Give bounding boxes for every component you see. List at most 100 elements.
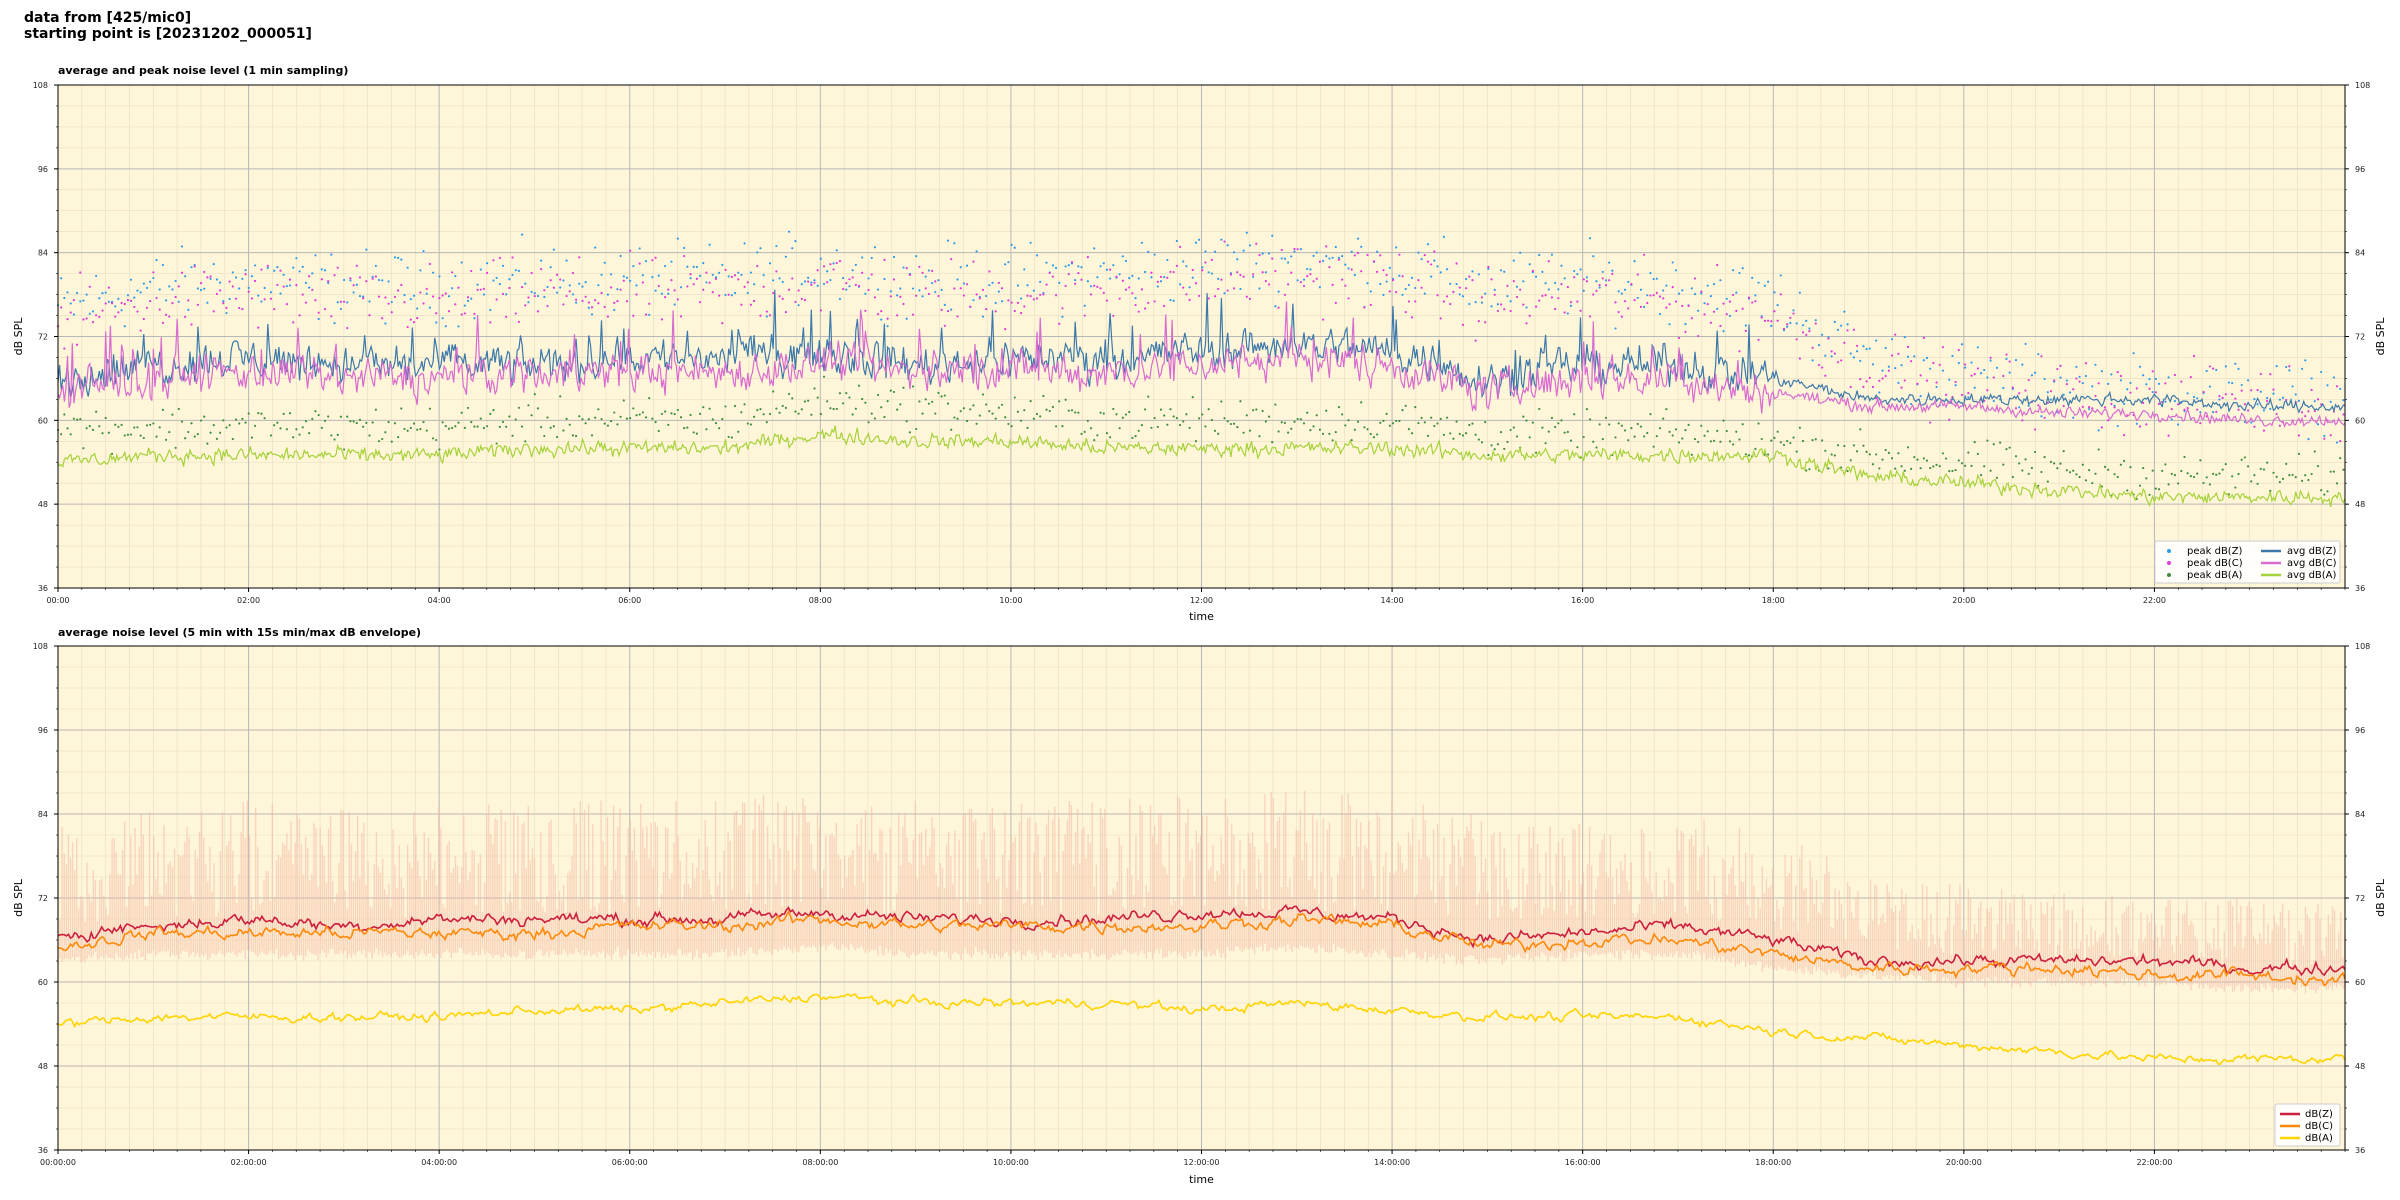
peak-point — [1242, 275, 1245, 278]
peak-point — [575, 298, 578, 301]
peak-point — [2062, 393, 2065, 396]
peak-point — [174, 279, 177, 283]
peak-point — [1608, 261, 1611, 264]
peak-point — [1741, 423, 1744, 426]
peak-point — [965, 419, 969, 423]
peak-point — [1023, 409, 1026, 412]
peak-point — [1315, 277, 1318, 280]
peak-point — [1814, 438, 1817, 441]
peak-point — [1016, 410, 1020, 413]
peak-point — [2192, 395, 2196, 399]
peak-point — [1236, 258, 1239, 261]
peak-point — [2037, 353, 2040, 356]
peak-point — [740, 411, 743, 414]
peak-point — [1312, 425, 1315, 428]
peak-point — [238, 306, 241, 310]
peak-point — [374, 275, 377, 278]
peak-point — [835, 407, 838, 411]
peak-point — [203, 270, 206, 274]
peak-point — [1191, 276, 1194, 279]
peak-point — [765, 421, 768, 424]
peak-point — [1290, 255, 1293, 258]
peak-point — [1328, 257, 1331, 260]
peak-point — [1360, 401, 1363, 404]
peak-point — [565, 294, 568, 298]
peak-point — [2138, 365, 2142, 368]
y-tick-label: 108 — [33, 81, 48, 90]
peak-point — [1646, 301, 1649, 305]
peak-point — [1045, 283, 1048, 286]
peak-point — [950, 308, 953, 311]
peak-point — [673, 303, 676, 306]
peak-point — [1582, 289, 1585, 292]
peak-point — [1652, 445, 1655, 448]
peak-point — [1770, 439, 1773, 442]
peak-point — [1528, 314, 1531, 317]
peak-point — [2078, 380, 2081, 383]
peak-point — [451, 271, 454, 274]
peak-point — [867, 277, 870, 280]
x-tick-label: 18:00:00 — [1755, 1158, 1791, 1167]
peak-point — [79, 271, 82, 274]
peak-point — [2199, 422, 2202, 425]
peak-point — [2138, 484, 2142, 487]
peak-point — [921, 412, 924, 415]
peak-point — [1910, 402, 1913, 406]
peak-point — [1830, 453, 1833, 456]
peak-point — [2272, 388, 2275, 391]
peak-point — [1147, 250, 1150, 253]
peak-point — [447, 295, 451, 298]
peak-point — [79, 417, 82, 421]
peak-point — [1070, 409, 1074, 412]
peak-point — [1655, 435, 1658, 438]
peak-point — [412, 294, 416, 297]
peak-point — [1865, 450, 1868, 453]
peak-point — [390, 300, 393, 304]
peak-point — [155, 296, 158, 300]
peak-point — [1461, 295, 1465, 298]
peak-point — [1808, 330, 1811, 333]
peak-point — [336, 433, 339, 436]
peak-point — [943, 394, 946, 397]
peak-point — [927, 269, 931, 272]
peak-point — [2027, 404, 2030, 407]
peak-point — [2211, 410, 2215, 414]
peak-point — [562, 429, 565, 432]
peak-point — [651, 276, 654, 279]
peak-point — [1588, 237, 1592, 240]
peak-point — [2021, 363, 2024, 366]
x-tick-label: 00:00:00 — [40, 1158, 76, 1167]
peak-point — [495, 298, 498, 301]
peak-point — [1811, 359, 1814, 362]
peak-point — [571, 293, 575, 296]
peak-point — [985, 294, 988, 298]
peak-point — [1821, 333, 1824, 336]
peak-point — [714, 421, 718, 425]
peak-point — [1496, 443, 1500, 446]
peak-point — [1585, 280, 1589, 283]
peak-point — [718, 271, 721, 274]
peak-point — [1506, 440, 1509, 444]
peak-point — [873, 246, 876, 249]
peak-point — [1887, 365, 1890, 368]
peak-point — [1849, 352, 1852, 355]
peak-point — [2183, 408, 2186, 411]
peak-point — [1954, 380, 1957, 384]
peak-point — [82, 299, 85, 302]
peak-point — [88, 424, 91, 428]
peak-point — [943, 324, 946, 327]
peak-point — [679, 315, 683, 318]
peak-point — [2272, 471, 2275, 474]
peak-point — [1569, 301, 1573, 304]
peak-point — [1563, 431, 1566, 434]
peak-point — [807, 276, 810, 279]
peak-point — [1309, 268, 1312, 271]
peak-point — [101, 309, 104, 312]
peak-point — [1763, 284, 1767, 287]
peak-point — [733, 291, 737, 295]
peak-point — [1649, 294, 1652, 297]
peak-point — [1312, 280, 1315, 283]
peak-point — [263, 298, 266, 301]
peak-point — [625, 276, 629, 279]
peak-point — [2103, 465, 2107, 468]
